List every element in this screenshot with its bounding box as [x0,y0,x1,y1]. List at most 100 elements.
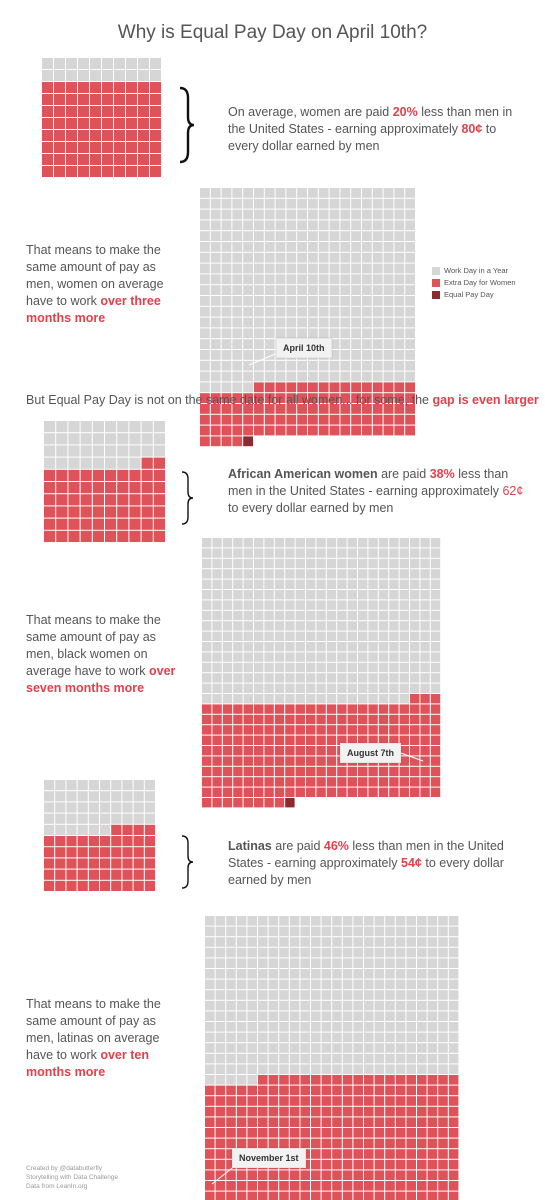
extra-day-cell [368,704,378,714]
work-day-cell [364,1022,374,1032]
extra-day-cell [318,393,329,403]
extra-day-cell [254,393,264,403]
work-day-cell [311,990,321,1000]
extra-day-cell [285,714,295,725]
work-day-cell [215,1011,226,1021]
extra-day-cell [372,393,383,403]
gap-cell [55,791,66,802]
extra-day-cell [311,1170,321,1180]
work-day-cell [243,610,253,621]
extra-day-cell [311,1191,321,1200]
work-day-cell [316,642,326,652]
extra-day-cell [337,777,347,787]
work-day-cell [254,209,264,220]
work-day-cell [420,600,430,610]
extra-day-cell [399,787,409,797]
pay-cell [105,530,117,542]
work-day-cell [268,947,279,958]
work-day-cell [285,590,295,600]
extra-day-cell [342,1181,353,1191]
work-day-cell [374,969,385,979]
work-day-cell [286,242,297,252]
work-day-cell [368,683,378,693]
pay-cell [42,118,53,129]
extra-day-cell [247,1117,257,1127]
extra-day-cell [417,1096,427,1106]
gap-cell [88,802,99,813]
extra-day-cell [417,1106,427,1117]
work-day-cell [347,631,357,641]
gap-cell [55,780,66,791]
work-day-cell [212,642,222,652]
work-day-cell [300,937,310,947]
work-day-cell [311,1022,321,1032]
work-day-cell [395,990,406,1000]
extra-day-cell [202,725,212,735]
pay-cell [90,130,101,141]
work-day-cell [200,317,210,328]
work-day-cell [311,916,321,926]
extra-day-cell [342,1191,353,1200]
work-day-cell [297,360,307,371]
work-day-cell [311,1053,321,1064]
extra-day-cell [306,756,316,766]
extra-day-cell [410,766,420,777]
extra-day-cell [332,1096,342,1106]
work-day-cell [362,339,372,349]
extra-day-cell [289,1181,300,1191]
work-day-cell [399,662,409,673]
gap-cell [44,802,55,813]
work-day-cell [297,198,307,209]
extra-day-cell [389,725,399,735]
work-day-cell [417,1011,427,1021]
work-day-cell [279,1053,289,1064]
work-day-cell [264,339,275,349]
gap-cell [55,824,66,835]
work-day-cell [337,569,347,579]
work-day-cell [326,569,337,579]
work-day-cell [215,979,226,990]
extra-day-cell [311,1085,321,1096]
work-day-cell [364,1043,374,1053]
pay-cell [114,154,125,165]
extra-day-cell [430,714,441,725]
work-day-cell [205,1011,215,1021]
extra-day-cell [264,714,274,725]
work-day-cell [286,306,297,317]
extra-day-cell [205,1149,215,1159]
work-day-cell [274,579,285,589]
work-day-cell [321,926,332,937]
means-black-women: That means to make the same amount of pa… [26,613,176,695]
work-day-cell [264,252,275,263]
pay-cell [90,166,101,177]
pay-cell [77,847,88,858]
gap-cell [80,445,92,457]
work-day-cell [311,937,321,947]
work-day-cell [347,590,357,600]
work-day-cell [306,558,316,569]
extra-day-cell [358,766,368,777]
extra-day-cell [385,1085,395,1096]
extra-day-cell [226,1181,236,1191]
work-day-cell [353,979,363,990]
pay-cell [138,106,149,117]
extra-day-cell [232,436,243,447]
work-day-cell [362,285,372,295]
work-day-cell [254,642,264,652]
work-day-cell [243,558,253,569]
work-day-cell [394,263,405,274]
extra-day-cell [311,1096,321,1106]
pay-cell [133,880,144,891]
work-day-cell [368,662,378,673]
extra-day-cell [321,1096,332,1106]
extra-day-cell [389,704,399,714]
work-day-cell [236,1053,247,1064]
work-day-cell [399,673,409,683]
work-day-cell [342,958,353,968]
work-day-cell [318,317,329,328]
work-day-cell [264,548,274,558]
extra-day-cell [264,704,274,714]
pay-cell [92,482,104,494]
work-day-cell [212,579,222,589]
gap-cell [92,445,104,457]
